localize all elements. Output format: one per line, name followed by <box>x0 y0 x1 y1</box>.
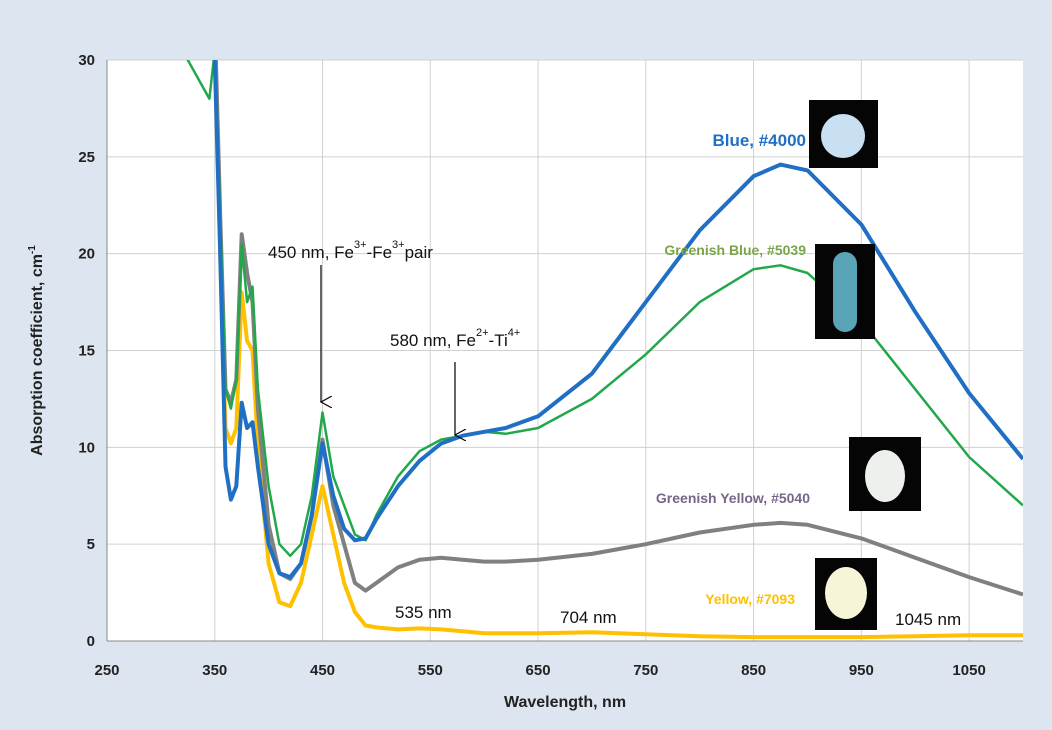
y-tick-label: 5 <box>87 536 95 553</box>
x-tick-label: 550 <box>418 662 443 679</box>
x-tick-label: 650 <box>526 662 551 679</box>
page: 0 5 10 15 20 25 30 250 350 450 550 650 750 850 950 1050… <box>0 0 1052 730</box>
y-tick-label: 10 <box>78 439 95 456</box>
y-axis-label-sup: -1 <box>27 245 38 254</box>
x-tick-label: 450 <box>310 662 335 679</box>
series-label: Yellow, #7093 <box>705 591 795 607</box>
y-tick-label: 0 <box>87 633 95 650</box>
annotation: 704 nm <box>560 608 617 627</box>
x-tick-label: 950 <box>849 662 874 679</box>
y-tick-label: 25 <box>78 149 95 166</box>
annotation-text: -Ti <box>489 331 508 350</box>
annotation: 1045 nm <box>895 610 961 629</box>
series-label: Greenish Blue, #5039 <box>664 242 806 258</box>
x-tick-label: 350 <box>202 662 227 679</box>
x-tick-label: 1050 <box>952 662 985 679</box>
sample-photo <box>849 437 921 511</box>
y-axis-label: Absorption coefficient, cm-1 <box>27 245 46 456</box>
x-tick-label: 750 <box>633 662 658 679</box>
chart: 0 5 10 15 20 25 30 250 350 450 550 650 750 850 950 1050… <box>0 0 1052 725</box>
x-tick-label: 850 <box>741 662 766 679</box>
annotation-sup: 2+ <box>476 327 489 339</box>
annotation-text: 580 nm, Fe <box>390 331 476 350</box>
sample-photo <box>815 244 875 339</box>
annotation-text: 1045 nm <box>895 610 961 629</box>
annotation-sup: 3+ <box>354 239 367 251</box>
annotation-text: pair <box>405 243 434 262</box>
annotation-text: -Fe <box>367 243 393 262</box>
y-tick-label: 30 <box>78 52 95 69</box>
annotation-sup: 4+ <box>508 327 521 339</box>
y-axis-label-text: Absorption coefficient, cm <box>29 254 46 456</box>
y-tick-label: 15 <box>78 343 95 360</box>
annotation: 580 nm, Fe2+-Ti4+ <box>390 327 520 350</box>
series-label: Greenish Yellow, #5040 <box>656 490 810 506</box>
x-tick-label: 250 <box>94 662 119 679</box>
x-axis-label: Wavelength, nm <box>504 694 626 711</box>
y-tick-label: 20 <box>78 246 95 263</box>
annotation-sup: 3+ <box>392 239 405 251</box>
annotation: 535 nm <box>395 603 452 622</box>
series-label: Blue, #4000 <box>712 131 806 150</box>
annotation: 450 nm, Fe3+-Fe3+pair <box>268 239 433 262</box>
annotation-text: 704 nm <box>560 608 617 627</box>
annotation-text: 450 nm, Fe <box>268 243 354 262</box>
sample-photo <box>815 558 877 630</box>
annotation-text: 535 nm <box>395 603 452 622</box>
sample-photo <box>809 100 878 168</box>
